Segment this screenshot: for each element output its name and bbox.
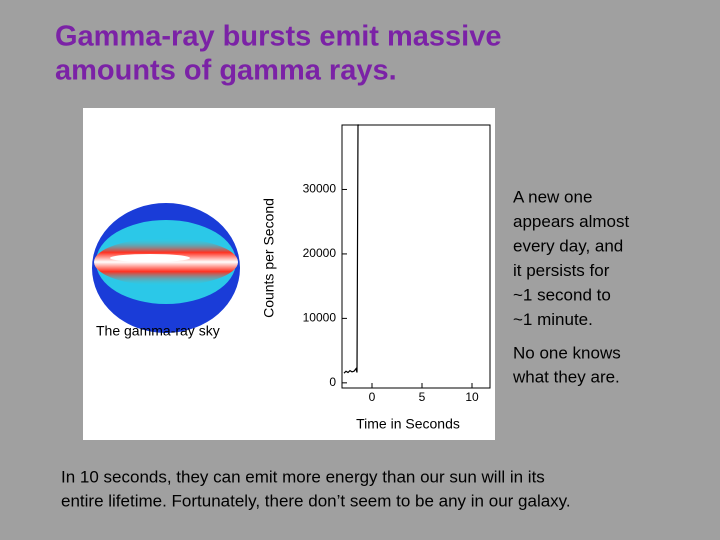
- note-line: appears almost: [513, 212, 630, 231]
- galactic-core: [110, 254, 190, 262]
- footer-line: In 10 seconds, they can emit more energy…: [61, 467, 545, 486]
- note-line: every day, and: [513, 236, 623, 255]
- note-line: it persists for: [513, 261, 610, 280]
- x-axis-label: Time in Seconds: [356, 416, 460, 432]
- y-axis-label: Counts per Second: [261, 198, 277, 318]
- light-curve: 0 10000 20000 30000 0 5 10 Counts per Second Tim…: [261, 124, 479, 432]
- y-tick-label: 20000: [303, 246, 337, 260]
- footer-line: entire lifetime. Fortunately, there don’…: [61, 491, 571, 510]
- light-curve-line: [343, 124, 359, 374]
- note-line: No one knows: [513, 343, 621, 362]
- x-tick-label: 10: [465, 390, 479, 404]
- y-tick-label: 0: [329, 375, 336, 389]
- x-tick-label: 0: [369, 390, 376, 404]
- plot-frame: [341, 124, 491, 389]
- note-line: ~1 minute.: [513, 310, 593, 329]
- y-tick-label: 10000: [303, 311, 337, 325]
- note-line: what they are.: [512, 367, 620, 386]
- title-line: amounts of gamma rays.: [55, 55, 397, 87]
- sky-caption: The gamma-ray sky: [96, 323, 220, 339]
- y-tick-label: 30000: [303, 182, 337, 196]
- title-line: Gamma-ray bursts emit massive: [55, 21, 502, 53]
- note-line: A new one: [513, 187, 592, 206]
- note-line: ~1 second to: [513, 285, 611, 304]
- galactic-plane: [94, 238, 238, 286]
- x-tick-label: 5: [419, 390, 426, 404]
